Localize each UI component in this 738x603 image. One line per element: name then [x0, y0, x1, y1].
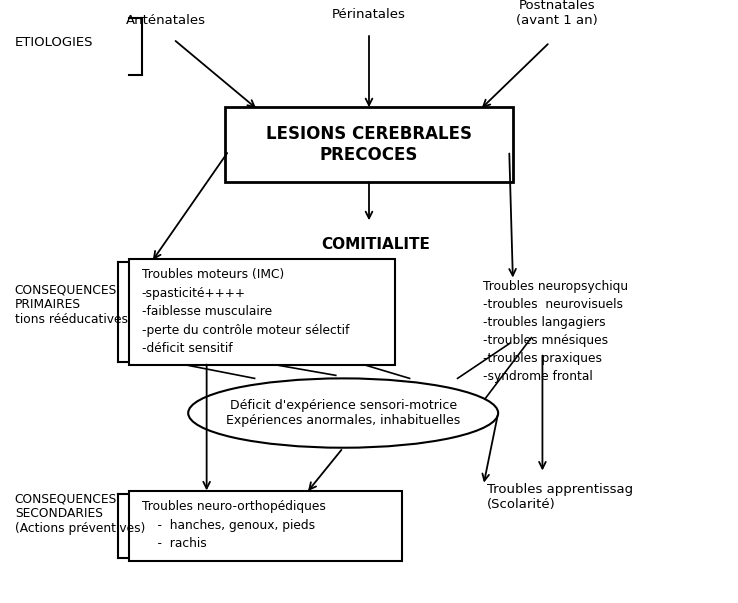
Text: CONSEQUENCES
PRIMAIRES
tions rééducatives: CONSEQUENCES PRIMAIRES tions rééducative… [15, 283, 128, 326]
FancyBboxPatch shape [129, 259, 395, 365]
Ellipse shape [188, 379, 498, 447]
FancyBboxPatch shape [129, 491, 402, 561]
Text: Troubles neuropsychiqu
-troubles  neurovisuels
-troubles langagiers
-troubles mn: Troubles neuropsychiqu -troubles neurovi… [483, 280, 629, 384]
Text: ETIOLOGIES: ETIOLOGIES [15, 36, 93, 49]
Text: Postnatales
(avant 1 an): Postnatales (avant 1 an) [517, 0, 598, 27]
Text: Troubles apprentissag
(Scolarité): Troubles apprentissag (Scolarité) [487, 484, 633, 511]
Text: COMITIALITE: COMITIALITE [321, 237, 430, 251]
FancyBboxPatch shape [225, 107, 513, 182]
Text: Troubles moteurs (IMC)
-spasticité++++
-faiblesse musculaire
-perte du contrôle : Troubles moteurs (IMC) -spasticité++++ -… [142, 268, 349, 355]
Text: CONSEQUENCES
SECONDARIES
(Actions préventives): CONSEQUENCES SECONDARIES (Actions préven… [15, 492, 145, 535]
Text: Déficit d'expérience sensori-motrice
Expériences anormales, inhabituelles: Déficit d'expérience sensori-motrice Exp… [226, 399, 461, 427]
Text: Anténatales: Anténatales [126, 14, 206, 27]
Text: Périnatales: Périnatales [332, 8, 406, 21]
Text: LESIONS CEREBRALES
PRECOCES: LESIONS CEREBRALES PRECOCES [266, 125, 472, 164]
Text: Troubles neuro-orthopédiques
    -  hanches, genoux, pieds
    -  rachis: Troubles neuro-orthopédiques - hanches, … [142, 500, 325, 551]
